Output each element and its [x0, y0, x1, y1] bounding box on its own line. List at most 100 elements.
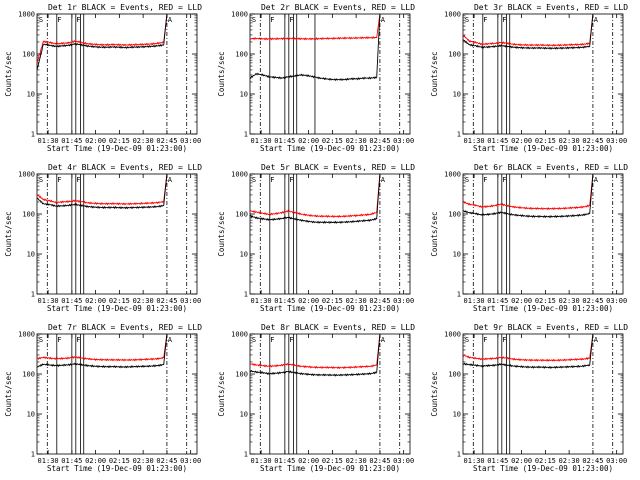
- y-tick-label: 100: [448, 211, 461, 219]
- series-line-events: [249, 173, 381, 224]
- y-tick-label: 1000: [231, 171, 248, 179]
- x-tick-label: 02:15: [322, 297, 343, 305]
- x-tick-label: 03:00: [393, 297, 414, 305]
- y-tick-label: 1000: [18, 11, 35, 19]
- x-axis-label: Start Time (19-Dec-09 01:23:00): [47, 304, 187, 313]
- y-tick-label: 10: [27, 251, 35, 259]
- plot-frame: [36, 173, 198, 295]
- flag-label: A: [381, 16, 386, 24]
- flag-label: F: [270, 176, 274, 184]
- y-tick-label: 10: [240, 411, 248, 419]
- x-tick-label: 03:00: [180, 457, 201, 465]
- flag-label: S: [252, 336, 256, 344]
- series-line-lld: [249, 13, 381, 41]
- y-tick-label: 1000: [444, 331, 461, 339]
- flag-label: A: [168, 16, 173, 24]
- x-tick-label: 02:00: [298, 137, 319, 145]
- y-tick-label: 1: [457, 451, 461, 459]
- x-tick-label: 03:00: [606, 457, 627, 465]
- x-tick-label: 02:15: [322, 137, 343, 145]
- x-axis-label: Start Time (19-Dec-09 01:23:00): [473, 144, 613, 153]
- x-tick-label: 02:30: [559, 457, 580, 465]
- y-tick-label: 100: [22, 51, 35, 59]
- flag-label: F: [502, 336, 506, 344]
- y-tick-label: 10: [453, 251, 461, 259]
- x-tick-label: 01:30: [464, 297, 485, 305]
- x-axis-label: Start Time (19-Dec-09 01:23:00): [47, 144, 187, 153]
- plot-frame: [462, 333, 624, 455]
- y-axis-label: Counts/sec: [430, 371, 439, 416]
- panel-det-4: Det 4r BLACK = Events, RED = LLD 1 10 100 10…: [4, 163, 202, 313]
- x-tick-label: 02:15: [535, 457, 556, 465]
- x-tick-label: 01:45: [487, 457, 508, 465]
- flag-label: F: [57, 16, 61, 24]
- series-line-events: [36, 173, 168, 210]
- flag-label: A: [168, 336, 173, 344]
- x-tick-label: 03:00: [606, 297, 627, 305]
- x-tick-label: 02:15: [109, 137, 130, 145]
- flag-label: A: [594, 336, 599, 344]
- y-axis-label: Counts/sec: [4, 211, 13, 256]
- x-tick-label: 02:30: [133, 137, 154, 145]
- plot-frame: [249, 13, 411, 135]
- y-tick-label: 1: [457, 291, 461, 299]
- panel-det-2: Det 2r BLACK = Events, RED = LLD 1 10 100 10…: [217, 3, 415, 153]
- flag-label: S: [465, 336, 469, 344]
- panel-det-9: Det 9r BLACK = Events, RED = LLD 1 10 100 10…: [430, 323, 628, 473]
- y-tick-label: 1: [244, 291, 248, 299]
- y-tick-label: 100: [22, 211, 35, 219]
- x-tick-label: 01:30: [38, 137, 59, 145]
- x-tick-label: 02:15: [535, 137, 556, 145]
- x-tick-label: 02:45: [369, 457, 390, 465]
- x-tick-label: 01:30: [251, 457, 272, 465]
- series-line-events: [249, 13, 381, 82]
- x-tick-label: 01:45: [487, 297, 508, 305]
- y-tick-label: 100: [448, 51, 461, 59]
- x-tick-label: 02:30: [346, 297, 367, 305]
- y-axis-label: Counts/sec: [4, 51, 13, 96]
- series-line-events: [36, 13, 168, 70]
- x-axis-label: Start Time (19-Dec-09 01:23:00): [260, 144, 400, 153]
- panel-title: Det 3r BLACK = Events, RED = LLD: [474, 3, 628, 12]
- flag-label: F: [289, 176, 293, 184]
- flag-label: F: [502, 176, 506, 184]
- y-axis-label: Counts/sec: [4, 371, 13, 416]
- x-tick-label: 02:15: [109, 297, 130, 305]
- y-axis-label: Counts/sec: [217, 51, 226, 96]
- panel-det-8: Det 8r BLACK = Events, RED = LLD 1 10 100 10…: [217, 323, 415, 473]
- y-tick-label: 10: [27, 411, 35, 419]
- series-line-events: [462, 13, 594, 50]
- series-line-lld: [249, 333, 381, 370]
- flag-label: F: [289, 16, 293, 24]
- x-tick-label: 02:30: [346, 137, 367, 145]
- panel-title: Det 5r BLACK = Events, RED = LLD: [261, 163, 415, 172]
- x-tick-label: 02:45: [369, 297, 390, 305]
- series-line-lld: [36, 333, 168, 362]
- y-tick-label: 100: [235, 211, 248, 219]
- plot-frame: [462, 173, 624, 295]
- plot-frame: [36, 13, 198, 135]
- y-tick-label: 1: [31, 291, 35, 299]
- y-tick-label: 1000: [231, 11, 248, 19]
- x-tick-label: 01:45: [274, 297, 295, 305]
- x-tick-label: 02:45: [156, 457, 177, 465]
- y-axis-label: Counts/sec: [217, 211, 226, 256]
- x-tick-label: 02:00: [511, 457, 532, 465]
- x-tick-label: 01:45: [61, 137, 82, 145]
- x-tick-label: 02:45: [156, 297, 177, 305]
- y-tick-label: 1000: [18, 171, 35, 179]
- x-tick-label: 02:00: [85, 137, 106, 145]
- flag-label: F: [76, 176, 80, 184]
- series-line-lld: [462, 333, 594, 362]
- flag-label: A: [381, 176, 386, 184]
- y-tick-label: 100: [235, 51, 248, 59]
- flag-label: A: [168, 176, 173, 184]
- panel-title: Det 9r BLACK = Events, RED = LLD: [474, 323, 628, 332]
- y-tick-label: 10: [240, 251, 248, 259]
- flag-label: S: [39, 16, 43, 24]
- y-tick-label: 10: [453, 411, 461, 419]
- flag-label: F: [483, 336, 487, 344]
- flag-label: F: [57, 176, 61, 184]
- y-axis-label: Counts/sec: [217, 371, 226, 416]
